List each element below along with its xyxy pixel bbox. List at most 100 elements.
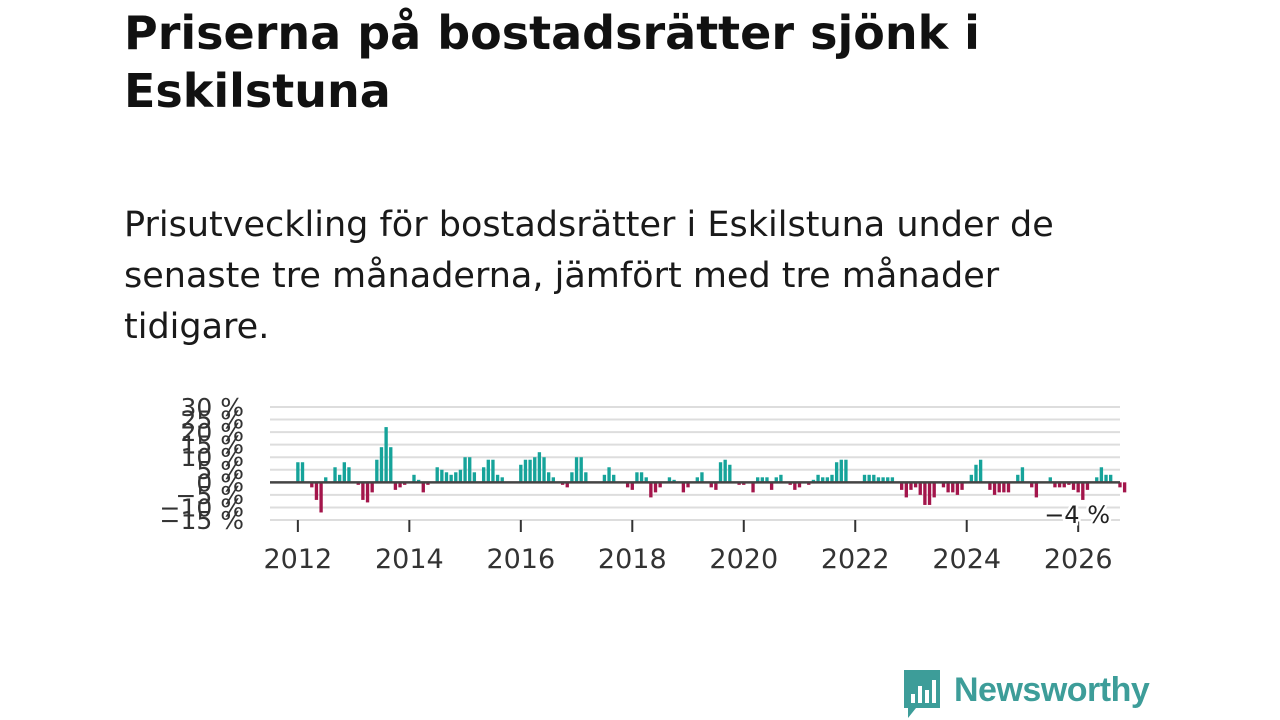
bar — [816, 474, 820, 483]
bar — [1057, 482, 1062, 488]
bar — [728, 464, 732, 483]
bar — [324, 477, 328, 483]
bar — [927, 482, 932, 505]
x-tick-label: 2016 — [486, 544, 555, 575]
bar — [458, 469, 463, 483]
bar — [695, 477, 699, 483]
bar — [607, 467, 611, 483]
bar — [342, 462, 346, 483]
bar-series — [296, 427, 1127, 513]
bar — [412, 474, 416, 483]
bar — [1104, 474, 1108, 483]
bar — [941, 482, 946, 488]
bar — [1071, 482, 1076, 490]
bar — [426, 482, 430, 485]
bar — [491, 459, 495, 483]
bar — [542, 457, 546, 483]
bar — [1034, 482, 1039, 498]
bar — [314, 482, 319, 500]
bar-chart-speech-bubble-icon — [904, 670, 940, 718]
x-tick-label: 2012 — [264, 544, 333, 575]
bar — [584, 472, 588, 483]
bar — [700, 472, 704, 483]
last-value-label: −4 % — [1044, 501, 1110, 529]
bar — [774, 477, 778, 483]
bar — [398, 482, 402, 488]
bar — [769, 482, 774, 490]
bar — [1048, 477, 1052, 483]
page-title: Priserna på bostadsrätter sjönk i Eskils… — [124, 6, 980, 118]
bar — [909, 482, 913, 490]
bar — [779, 474, 783, 483]
bar — [788, 482, 792, 485]
bar — [672, 479, 676, 483]
bar — [463, 457, 467, 483]
bar — [997, 482, 1001, 493]
bar — [653, 482, 658, 493]
x-axis: 2012 2014 2016 2018 2020 2022 2024 2026 — [264, 520, 1113, 575]
bar — [1062, 482, 1066, 488]
y-tick-label: 0 % — [196, 468, 244, 497]
bar — [468, 457, 472, 483]
bar — [751, 482, 755, 493]
grid-lines — [270, 406, 1120, 521]
bar — [978, 459, 983, 483]
bar — [1006, 482, 1011, 493]
bar — [686, 482, 690, 488]
bar — [960, 482, 964, 490]
bar — [356, 482, 360, 485]
bar — [923, 482, 927, 505]
bar — [347, 467, 351, 483]
bar — [969, 474, 974, 483]
x-tick-label: 2020 — [709, 544, 778, 575]
bar — [825, 477, 830, 483]
bar — [1099, 467, 1104, 483]
y-tick-label: −5 % — [175, 481, 244, 510]
chart-subtitle: Prisutveckling för bostadsrätter i Eskil… — [124, 205, 1054, 347]
bar — [821, 477, 825, 483]
bar — [1016, 474, 1020, 483]
chart: −15 %−10 %−5 %0 %5 %10 %15 %20 %25 %30 %… — [160, 393, 1127, 575]
bar — [1118, 482, 1122, 488]
bar — [714, 482, 718, 490]
bar — [1122, 482, 1127, 493]
bar — [310, 482, 314, 488]
bar — [951, 482, 955, 493]
x-tick-label: 2014 — [375, 544, 444, 575]
bar — [533, 457, 537, 483]
bar — [403, 482, 407, 485]
bar — [830, 474, 834, 483]
brand-name: Newsworthy — [954, 671, 1150, 709]
bar — [547, 472, 551, 483]
y-tick-label: 20 % — [180, 418, 244, 447]
bar — [319, 482, 323, 513]
bar — [649, 482, 653, 498]
bar — [449, 474, 453, 483]
bar — [393, 482, 398, 490]
bar — [639, 472, 644, 483]
bar — [1095, 477, 1099, 483]
bar — [440, 469, 444, 483]
bar — [519, 464, 523, 483]
bar — [560, 482, 565, 485]
bar — [625, 482, 630, 488]
bar — [946, 482, 950, 493]
bar — [867, 474, 871, 483]
bar — [551, 477, 555, 483]
bar — [797, 482, 802, 488]
bar — [681, 482, 686, 493]
x-tick-label: 2024 — [932, 544, 1001, 575]
bar — [337, 474, 342, 483]
y-tick-label: −10 % — [160, 493, 244, 522]
bar — [537, 452, 542, 483]
bar — [974, 464, 978, 483]
bar — [579, 457, 583, 483]
bar — [454, 472, 458, 483]
bar — [635, 472, 639, 483]
x-tick-label: 2022 — [821, 544, 890, 575]
bar — [370, 482, 374, 493]
bar — [834, 462, 839, 483]
bar — [333, 467, 337, 483]
y-axis: −15 %−10 %−5 %0 %5 %10 %15 %20 %25 %30 % — [160, 393, 244, 535]
y-tick-label: 15 % — [180, 431, 244, 460]
